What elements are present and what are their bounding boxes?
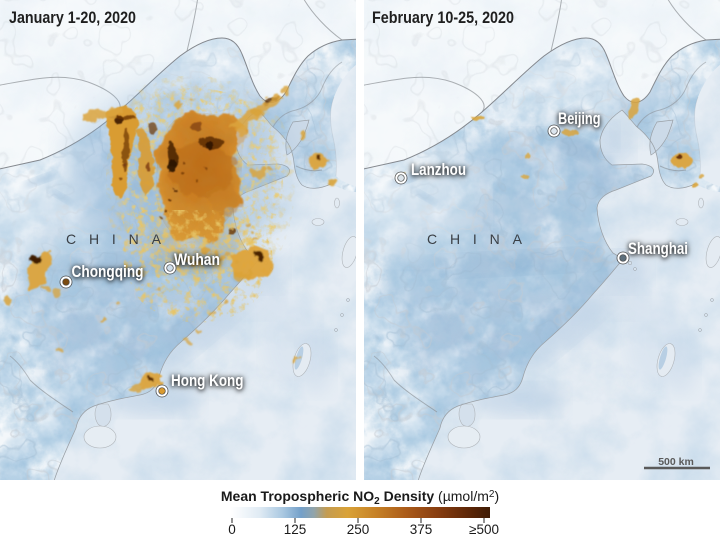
svg-text:375: 375 — [410, 522, 433, 537]
svg-text:Lanzhou: Lanzhou — [411, 161, 466, 179]
svg-text:Wuhan: Wuhan — [174, 251, 220, 269]
svg-text:CHINA: CHINA — [427, 231, 535, 247]
svg-text:500 km: 500 km — [658, 456, 694, 468]
svg-text:February 10-25, 2020: February 10-25, 2020 — [372, 8, 514, 27]
svg-text:Mean Tropospheric NO2 Density: Mean Tropospheric NO2 Density (µmol/m2) — [221, 488, 499, 507]
svg-text:250: 250 — [347, 522, 370, 537]
svg-text:Shanghai: Shanghai — [628, 240, 688, 258]
svg-text:0: 0 — [228, 522, 236, 537]
svg-text:CHINA: CHINA — [66, 231, 174, 247]
svg-text:January 1-20, 2020: January 1-20, 2020 — [9, 8, 136, 27]
svg-text:125: 125 — [284, 522, 307, 537]
svg-text:≥500: ≥500 — [469, 522, 499, 537]
svg-text:Hong Kong: Hong Kong — [171, 372, 244, 390]
svg-text:Chongqing: Chongqing — [72, 263, 144, 281]
svg-text:Beijing: Beijing — [558, 110, 601, 128]
